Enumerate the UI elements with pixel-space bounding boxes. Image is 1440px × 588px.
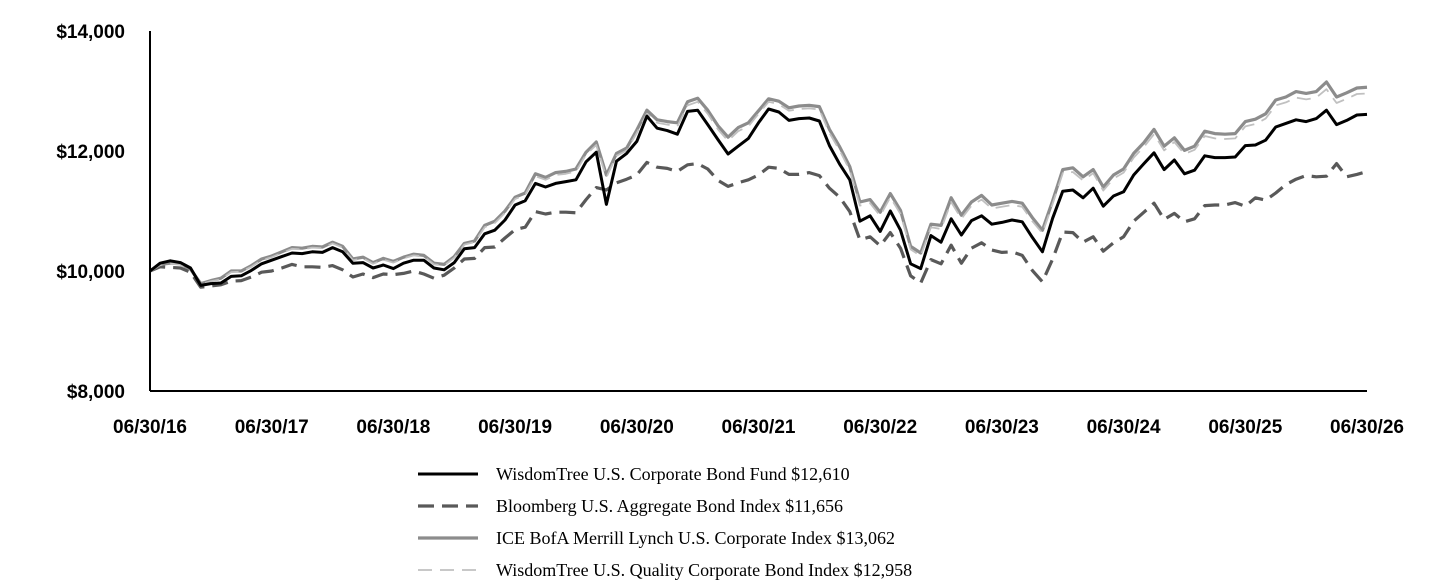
x-tick-label: 06/30/20	[600, 417, 674, 438]
x-tick-label: 06/30/18	[356, 417, 430, 438]
x-tick-label: 06/30/22	[843, 417, 917, 438]
series-line-2	[149, 160, 1368, 289]
y-tick-label: $8,000	[67, 382, 125, 403]
x-tick-label: 06/30/23	[965, 417, 1039, 438]
legend-label-1: WisdomTree U.S. Corporate Bond Fund $12,…	[496, 464, 850, 484]
series-layer	[149, 80, 1368, 289]
x-tick-label: 06/30/16	[113, 417, 187, 438]
x-tick-label: 06/30/26	[1330, 417, 1404, 438]
x-axis-ticks: 06/30/16 06/30/17 06/30/18 06/30/19 06/30/20…	[113, 417, 1404, 438]
y-tick-label: $14,000	[56, 22, 125, 43]
x-tick-label: 06/30/24	[1087, 417, 1161, 438]
series-line-3	[149, 80, 1368, 286]
series-line-4	[149, 88, 1368, 286]
y-tick-label: $10,000	[56, 262, 125, 283]
y-axis-ticks: $8,000 $10,000 $12,000 $14,000	[56, 22, 125, 403]
legend-label-3: ICE BofA Merrill Lynch U.S. Corporate In…	[496, 528, 895, 548]
x-tick-label: 06/30/25	[1208, 417, 1282, 438]
series-line-1	[149, 107, 1368, 287]
legend: WisdomTree U.S. Corporate Bond Fund $12,…	[418, 464, 912, 580]
x-tick-label: 06/30/21	[722, 417, 796, 438]
legend-label-4: WisdomTree U.S. Quality Corporate Bond I…	[496, 560, 912, 580]
y-tick-label: $12,000	[56, 142, 125, 163]
x-tick-label: 06/30/19	[478, 417, 552, 438]
x-tick-label: 06/30/17	[235, 417, 309, 438]
legend-label-2: Bloomberg U.S. Aggregate Bond Index $11,…	[496, 496, 843, 516]
axes	[149, 31, 1367, 392]
